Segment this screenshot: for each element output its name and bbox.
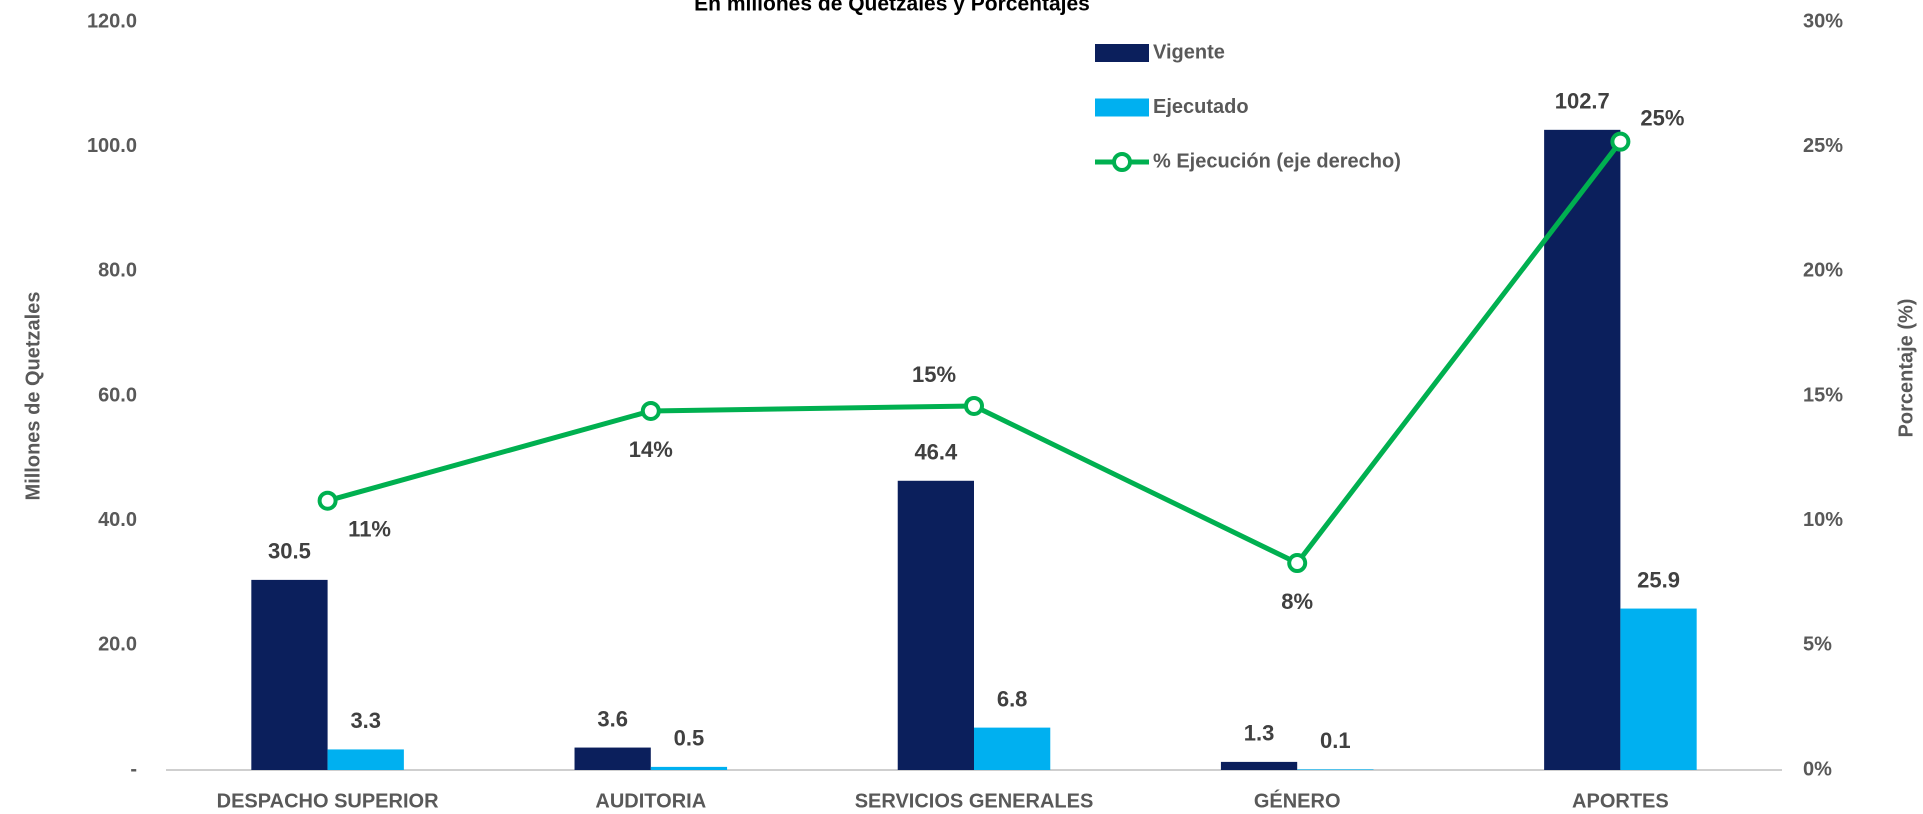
y-tick-label: 80.0 <box>98 260 137 282</box>
x-tick-label: AUDITORIA <box>595 790 706 812</box>
line-marker <box>317 490 338 511</box>
y-tick-label: 120.0 <box>87 10 137 32</box>
line-marker <box>964 395 984 416</box>
y2-tick-label: 0% <box>1803 758 1832 780</box>
bar <box>1220 761 1298 770</box>
data-label: 3.3 <box>350 708 381 733</box>
legend-marker <box>1112 152 1132 172</box>
bar <box>574 747 651 770</box>
legend-label: Ejecutado <box>1153 96 1249 118</box>
data-label: 46.4 <box>914 440 958 465</box>
data-label: 15% <box>912 362 956 387</box>
y2-tick-label: 20% <box>1803 260 1843 282</box>
data-label: 14% <box>629 437 673 462</box>
y-tick-label: 20.0 <box>98 634 137 656</box>
bar <box>251 579 328 770</box>
y2-tick-label: 25% <box>1803 135 1843 157</box>
bar <box>1544 129 1621 770</box>
data-label: 6.8 <box>997 686 1028 711</box>
y2-tick-label: 5% <box>1803 634 1832 656</box>
y2-tick-label: 15% <box>1803 384 1843 406</box>
x-tick-label: GÉNERO <box>1254 789 1341 812</box>
legend-swatch <box>1095 98 1149 117</box>
bar <box>650 766 728 770</box>
data-label: 25% <box>1640 105 1684 130</box>
bar <box>974 727 1051 770</box>
y-tick-label: - <box>130 758 137 780</box>
bar <box>897 480 974 770</box>
x-tick-label: SERVICIOS GENERALES <box>855 790 1094 812</box>
data-label: 11% <box>348 517 391 542</box>
legend-swatch <box>1095 44 1149 62</box>
y-tick-label: 60.0 <box>98 384 137 406</box>
chart-title: En millones de Quetzales y Porcentajes <box>694 0 1090 16</box>
data-label: 1.3 <box>1244 721 1275 746</box>
y2-tick-label: 10% <box>1803 509 1843 531</box>
data-label: 25.9 <box>1637 567 1680 592</box>
x-tick-label: APORTES <box>1572 790 1669 812</box>
bar <box>1620 608 1697 770</box>
bar <box>327 749 404 770</box>
data-label: 0.1 <box>1320 728 1351 753</box>
bar <box>1297 769 1374 770</box>
y-tick-label: 100.0 <box>87 135 137 157</box>
y-axis-title: Millones de Quetzales <box>22 292 44 501</box>
x-tick-label: DESPACHO SUPERIOR <box>217 790 439 812</box>
line-marker <box>1610 131 1631 152</box>
data-label: 0.5 <box>674 726 705 751</box>
line-marker <box>640 400 661 421</box>
legend-label: Vigente <box>1153 41 1225 63</box>
data-label: 3.6 <box>597 706 628 731</box>
data-label: 102.7 <box>1555 89 1610 114</box>
data-label: 30.5 <box>268 539 311 564</box>
data-label: 8% <box>1281 589 1313 614</box>
y-tick-label: 40.0 <box>98 509 137 531</box>
y2-tick-label: 30% <box>1803 10 1843 32</box>
y2-axis-title: Porcentaje (%) <box>1895 299 1917 438</box>
legend-label: % Ejecución (eje derecho) <box>1153 150 1401 172</box>
line-marker <box>1287 553 1308 574</box>
